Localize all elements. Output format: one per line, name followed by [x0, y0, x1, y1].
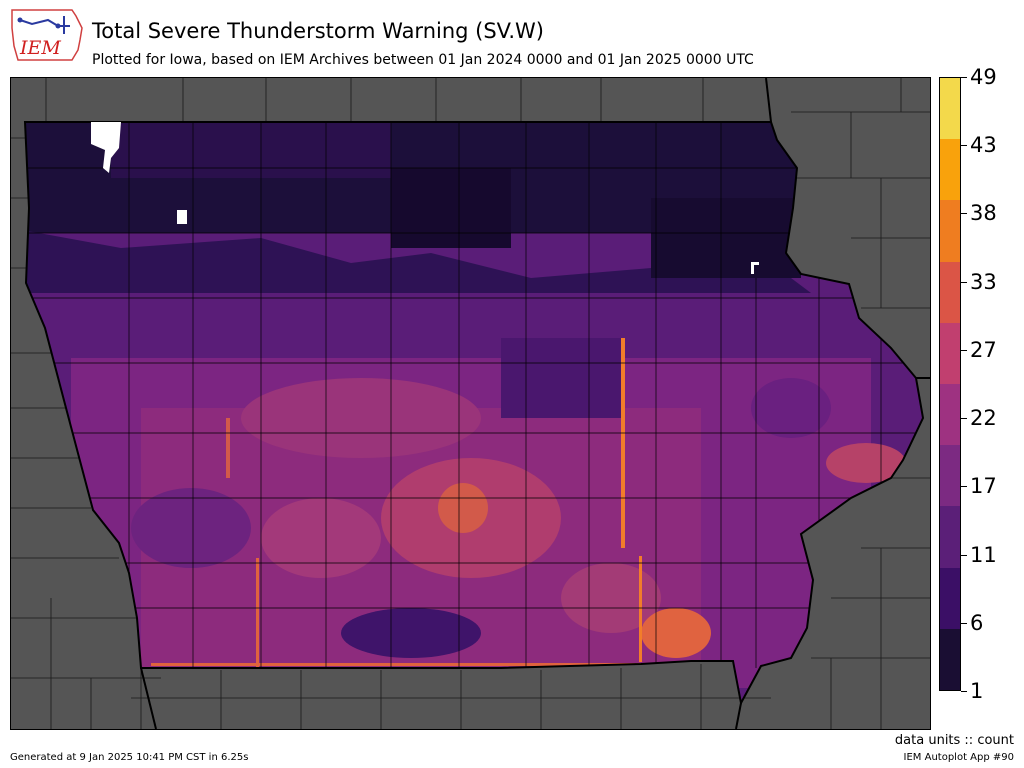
colorbar-tick [961, 486, 967, 487]
colorbar-tick-label: 1 [970, 679, 984, 703]
colorbar-tick-label: 11 [970, 543, 997, 567]
colorbar-segment [940, 628, 960, 690]
colorbar-tick-label: 27 [970, 338, 997, 362]
colorbar-segment [940, 261, 960, 323]
iowa-county-lines [25, 122, 923, 668]
colorbar-segment [940, 78, 960, 140]
colorbar-tick-label: 17 [970, 474, 997, 498]
colorbar-tick [961, 555, 967, 556]
chart-title: Total Severe Thunderstorm Warning (SV.W) [92, 19, 544, 43]
warning-count-map [10, 77, 931, 730]
no-data-area [751, 262, 754, 274]
iowa-border [23, 121, 925, 706]
chart-subtitle: Plotted for Iowa, based on IEM Archives … [92, 52, 754, 68]
colorbar-segment [940, 199, 960, 262]
iowa-outline-icon: IEM [11, 9, 83, 61]
no-data-area [177, 210, 187, 224]
colorbar-tick-label: 6 [970, 611, 984, 635]
colorbar-segment [940, 567, 960, 629]
colorbar-tick [961, 145, 967, 146]
no-data-area [91, 122, 121, 173]
colorbar-tick [961, 77, 967, 78]
colorbar-tick [961, 213, 967, 214]
iem-logo[interactable]: IEM [8, 6, 86, 64]
map-canvas [11, 77, 930, 730]
colorbar-tick-label: 38 [970, 201, 997, 225]
colorbar [939, 77, 961, 691]
colorbar-tick [961, 691, 967, 692]
colorbar-tick [961, 282, 967, 283]
logo-text: IEM [19, 37, 61, 59]
colorbar-tick-label: 49 [970, 65, 997, 89]
colorbar-tick-label: 22 [970, 406, 997, 430]
colorbar-tick [961, 418, 967, 419]
colorbar-segment [940, 322, 960, 384]
neighbor-county-lines [11, 78, 930, 729]
colorbar-tick [961, 623, 967, 624]
no-data-area [751, 262, 759, 265]
colorbar-tick-label: 43 [970, 133, 997, 157]
colorbar-segment [940, 383, 960, 446]
colorbar-tick [961, 350, 967, 351]
colorbar-segment [940, 505, 960, 568]
colorbar-segment [940, 138, 960, 201]
generated-timestamp: Generated at 9 Jan 2025 10:41 PM CST in … [10, 752, 249, 763]
iowa-fill [25, 122, 923, 703]
colorbar-tick-label: 33 [970, 270, 997, 294]
app-label: IEM Autoplot App #90 [903, 752, 1014, 763]
units-label: data units :: count [894, 733, 1014, 748]
colorbar-segment [940, 444, 960, 507]
state-borders [140, 77, 930, 730]
